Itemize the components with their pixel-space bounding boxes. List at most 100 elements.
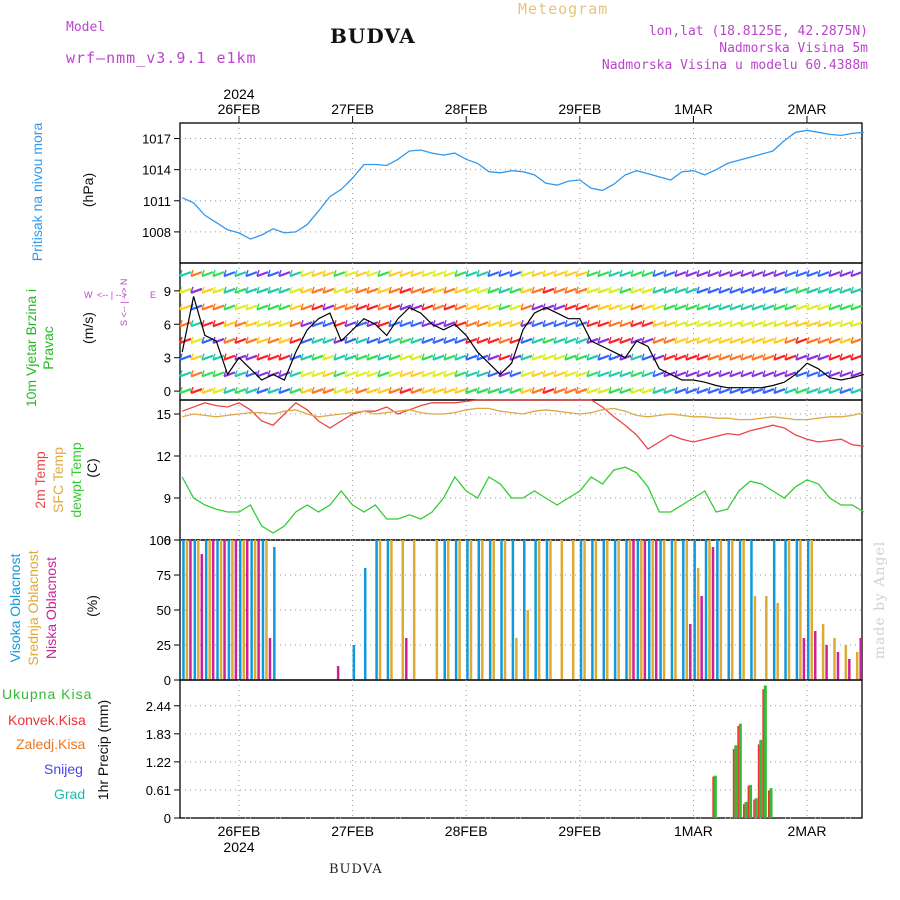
wind-arrow [410, 271, 423, 278]
wind-barb [663, 386, 667, 394]
wind-barb [674, 320, 678, 327]
wind-legend-sn: S <-- | --> N [119, 279, 129, 326]
cloud-mid-bar [378, 540, 382, 680]
wind-barb [718, 286, 722, 294]
wind-arrow [311, 354, 324, 361]
wind-arrow [718, 337, 731, 345]
wind-arrow [388, 337, 401, 345]
wind-arrow [245, 287, 258, 294]
wind-arrow [432, 287, 445, 294]
wind-barb [817, 303, 821, 310]
wind-barb [597, 303, 601, 310]
wind-arrow [784, 271, 797, 278]
wind-barb [707, 320, 711, 327]
wind-arrow [729, 337, 742, 345]
cloud-high-bar [386, 540, 390, 680]
wind-arrow [278, 388, 291, 395]
wind-barb [652, 286, 656, 294]
wind-barb [597, 353, 601, 360]
wind-arrow [223, 321, 236, 328]
wind-arrow [245, 388, 258, 395]
wind-arrow [751, 271, 764, 278]
wind-barb [641, 386, 645, 394]
wind-arrow [333, 354, 346, 361]
wind-barb [179, 320, 183, 327]
top-year-label: 2024 [223, 86, 254, 102]
precip-total-bar [713, 775, 717, 818]
wind-barb [850, 320, 854, 327]
wind-arrow [773, 271, 786, 278]
wind-barb [828, 370, 832, 377]
wind-barb [388, 286, 392, 294]
cloud-low-bar [825, 645, 828, 680]
wind-arrow [498, 354, 511, 361]
wind-barb [344, 336, 348, 344]
wind-arrow [531, 388, 544, 395]
wind-arrow [366, 304, 379, 311]
precip-total-bar [744, 801, 748, 818]
cloud-high-bar [738, 540, 742, 680]
wind-arrow [685, 287, 698, 294]
wind-barb [476, 353, 480, 360]
y-tick-label: 1.22 [146, 755, 171, 770]
cloud-low-bar [848, 659, 851, 680]
wind-arrow [443, 337, 456, 345]
wind-arrow [366, 354, 379, 361]
wind-barb [586, 336, 590, 344]
wind-barb [685, 336, 689, 344]
wind-barb [234, 353, 238, 360]
wind-arrow [850, 321, 863, 328]
wind-arrow [685, 337, 698, 345]
cloud-mid-bar [719, 540, 723, 680]
cloud-high-bar [727, 540, 730, 680]
wind-barb [267, 303, 271, 310]
wind-barb [300, 320, 304, 327]
wind-barb [223, 286, 227, 294]
cloud-mid-bar [776, 603, 779, 680]
wind-arrow [795, 287, 808, 294]
wind-arrow [542, 304, 555, 311]
wind-barb [289, 353, 293, 360]
wind-barb [542, 286, 546, 294]
wind-barb [795, 320, 799, 327]
wind-barb [828, 320, 832, 327]
wind-arrow [531, 304, 544, 311]
wind-arrow [828, 337, 841, 345]
wind-arrow [377, 354, 390, 361]
wind-barb [531, 353, 535, 360]
wind-arrow [674, 388, 687, 395]
cloud-mid-bar [651, 540, 654, 680]
wind-barb [498, 286, 502, 294]
wind-barb [784, 286, 788, 294]
wind-barb [498, 303, 502, 310]
wind-arrow [322, 354, 335, 361]
cloud-mid-bar [537, 540, 541, 680]
cloud-high-bar [750, 540, 753, 680]
wind-arrow [311, 321, 324, 328]
wind-barb [641, 320, 645, 327]
wind-arrow [839, 354, 852, 361]
wind-barb [839, 286, 843, 294]
cloud-low-bar [189, 540, 192, 680]
wind-arrow [806, 321, 819, 328]
wind-arrow [344, 304, 357, 311]
wind-barb [432, 370, 436, 377]
wind-barb [311, 336, 315, 344]
wind-barb [366, 286, 370, 294]
wind-barb [685, 303, 689, 310]
cloud-high-bar [466, 540, 469, 680]
top-day-label: 28FEB [445, 101, 488, 117]
wind-barb [344, 269, 348, 277]
wind-barb [333, 336, 337, 344]
wind-barb [201, 303, 205, 310]
wind-arrow [729, 388, 742, 395]
wind-barb [311, 386, 315, 394]
wind-barb [399, 269, 403, 277]
wind-arrow [828, 354, 841, 361]
wind-arrow [234, 371, 247, 378]
wind-barb [509, 269, 513, 277]
wind-arrow [267, 337, 280, 345]
wind-arrow [652, 287, 665, 294]
wind-barb [685, 320, 689, 327]
wind-arrow [212, 287, 225, 294]
